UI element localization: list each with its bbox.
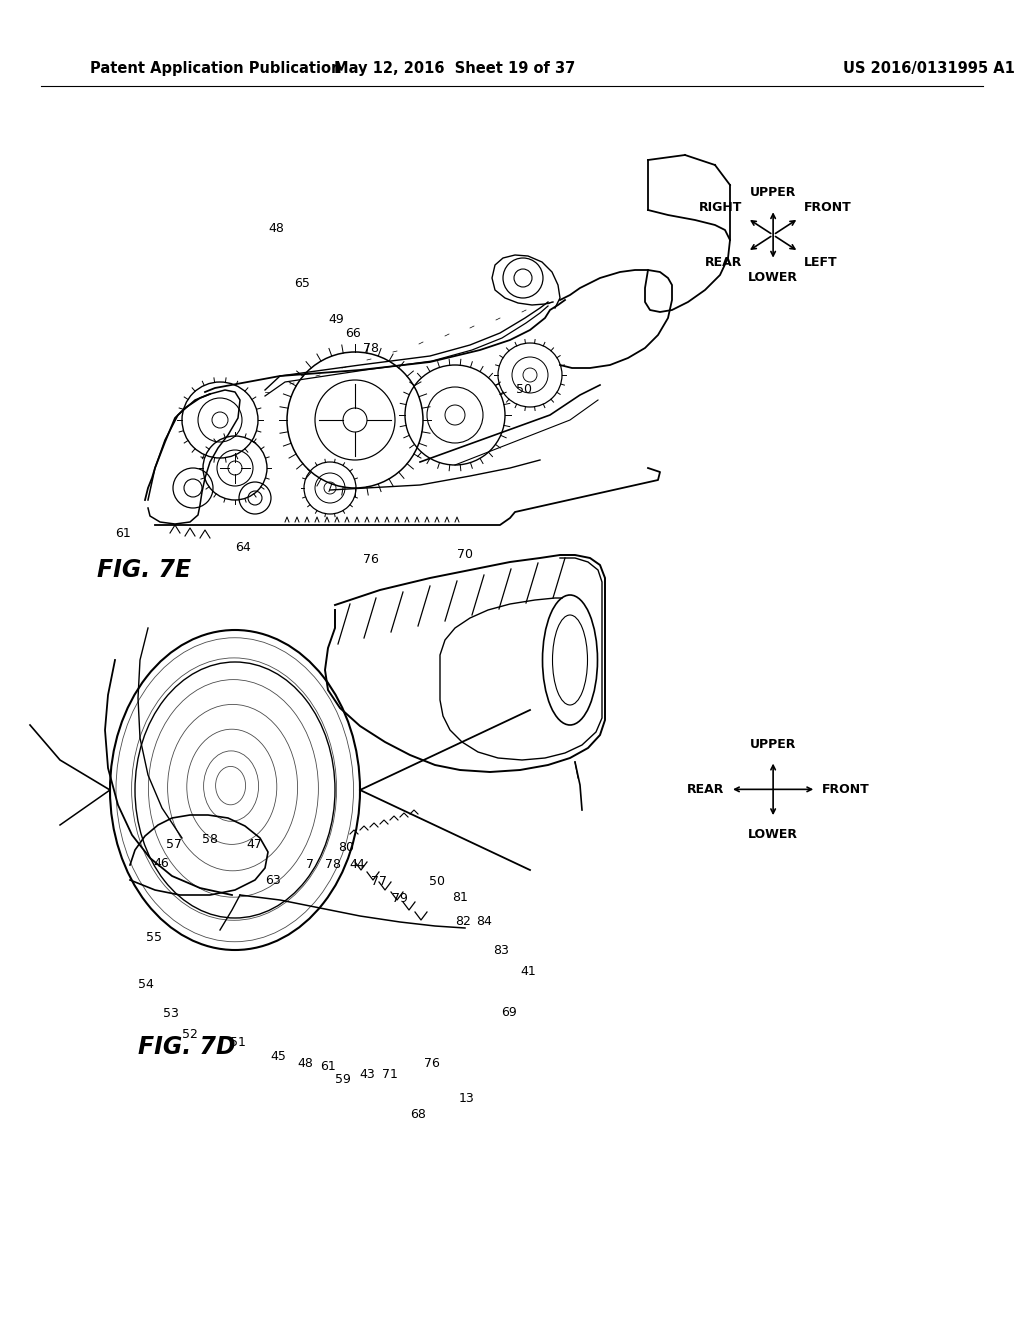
Text: May 12, 2016  Sheet 19 of 37: May 12, 2016 Sheet 19 of 37 <box>335 61 575 75</box>
Text: 65: 65 <box>294 277 310 290</box>
Text: 78: 78 <box>362 342 379 355</box>
Text: 45: 45 <box>270 1049 287 1063</box>
Text: 70: 70 <box>457 548 473 561</box>
Text: RIGHT: RIGHT <box>699 202 742 214</box>
Text: 71: 71 <box>382 1068 398 1081</box>
Text: 54: 54 <box>138 978 155 991</box>
Text: 48: 48 <box>268 222 285 235</box>
Text: 50: 50 <box>516 383 532 396</box>
Text: 69: 69 <box>501 1006 517 1019</box>
Text: 53: 53 <box>163 1007 179 1020</box>
Text: REAR: REAR <box>687 783 724 796</box>
Text: LOWER: LOWER <box>749 271 798 284</box>
Text: REAR: REAR <box>706 256 742 268</box>
Text: FRONT: FRONT <box>822 783 869 796</box>
Text: FIG. 7E: FIG. 7E <box>97 558 191 582</box>
Text: 82: 82 <box>455 915 471 928</box>
Text: Patent Application Publication: Patent Application Publication <box>90 61 341 75</box>
Text: FRONT: FRONT <box>804 202 852 214</box>
Text: 52: 52 <box>181 1028 198 1041</box>
Text: 13: 13 <box>459 1092 475 1105</box>
Text: UPPER: UPPER <box>750 738 797 751</box>
Text: 41: 41 <box>520 965 537 978</box>
Text: 66: 66 <box>345 327 361 341</box>
Text: LEFT: LEFT <box>804 256 838 268</box>
Text: 63: 63 <box>265 874 282 887</box>
Text: 79: 79 <box>392 892 409 906</box>
Text: 83: 83 <box>493 944 509 957</box>
Text: 84: 84 <box>476 915 493 928</box>
Text: 58: 58 <box>202 833 218 846</box>
Text: 76: 76 <box>424 1057 440 1071</box>
Text: 55: 55 <box>145 931 162 944</box>
Text: 48: 48 <box>297 1057 313 1071</box>
Text: 51: 51 <box>229 1036 246 1049</box>
Text: 59: 59 <box>335 1073 351 1086</box>
Text: FIG. 7D: FIG. 7D <box>138 1035 236 1059</box>
Text: 76: 76 <box>362 553 379 566</box>
Text: UPPER: UPPER <box>750 186 797 199</box>
Text: 44: 44 <box>349 858 366 871</box>
Text: 49: 49 <box>328 313 344 326</box>
Text: 81: 81 <box>452 891 468 904</box>
Text: 43: 43 <box>359 1068 376 1081</box>
Text: 50: 50 <box>429 875 445 888</box>
Text: 46: 46 <box>153 857 169 870</box>
Text: 61: 61 <box>115 527 131 540</box>
Text: 80: 80 <box>338 841 354 854</box>
Text: LOWER: LOWER <box>749 828 798 841</box>
Text: 64: 64 <box>234 541 251 554</box>
Text: 77: 77 <box>371 875 387 888</box>
Text: US 2016/0131995 A1: US 2016/0131995 A1 <box>843 61 1015 75</box>
Text: 68: 68 <box>410 1107 426 1121</box>
Text: 61: 61 <box>319 1060 336 1073</box>
Text: 7: 7 <box>306 858 314 871</box>
Text: 47: 47 <box>246 838 262 851</box>
Text: 78: 78 <box>325 858 341 871</box>
Text: 57: 57 <box>166 838 182 851</box>
